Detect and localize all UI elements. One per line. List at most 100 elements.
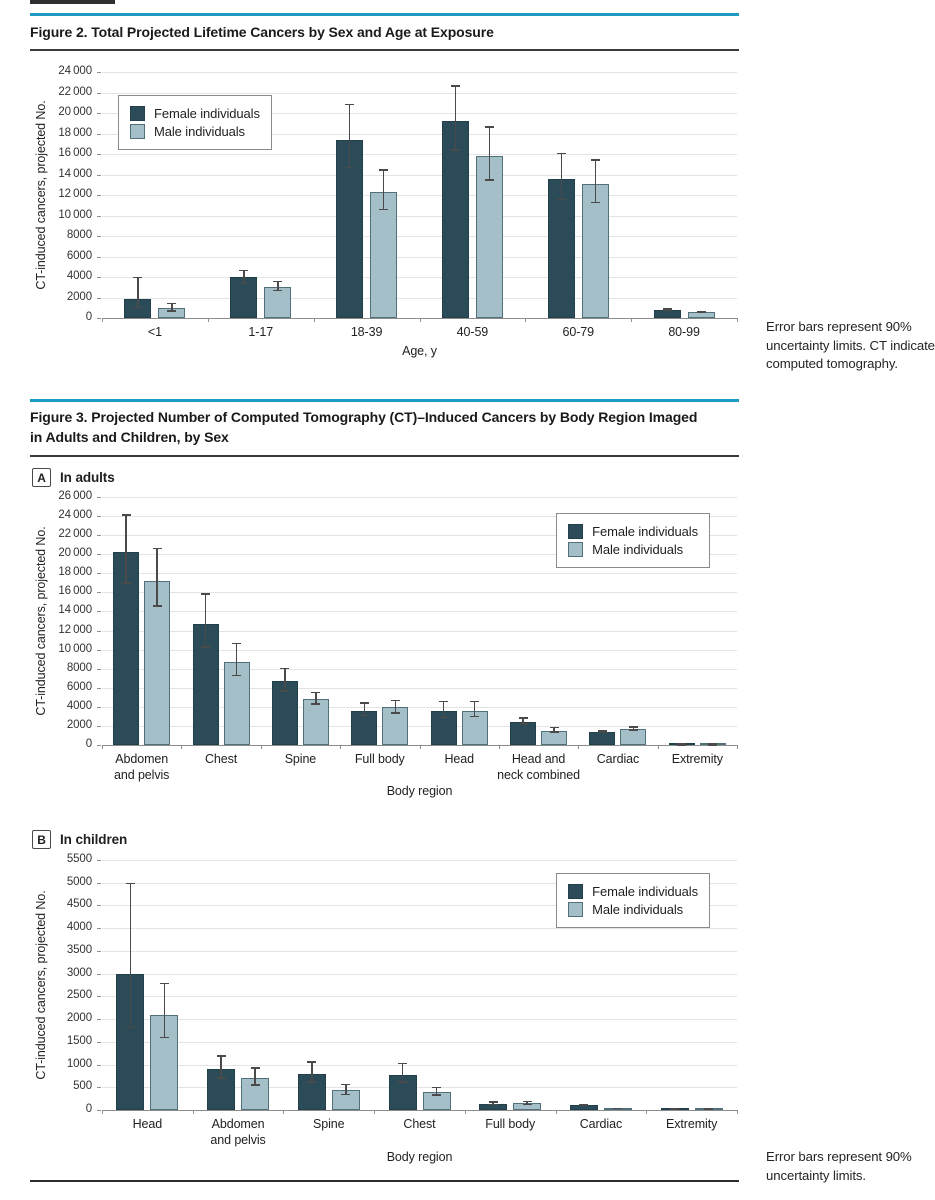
error-bar-cap: [152, 605, 162, 607]
y-tick-mark: [97, 1041, 101, 1043]
figure2-title: Figure 2. Total Projected Lifetime Cance…: [30, 24, 494, 40]
error-bar-cap: [518, 717, 528, 719]
x-tick-mark: [737, 1110, 738, 1114]
y-tick-mark: [97, 706, 101, 708]
bar-male-4: [475, 156, 503, 318]
x-tick-mark: [181, 745, 183, 749]
error-bar-cap: [484, 179, 494, 181]
bar-male-3: [370, 191, 398, 318]
y-tick-mark: [97, 92, 101, 94]
gridline: [102, 860, 737, 861]
x-tick-mark: [657, 745, 659, 749]
y-tick-label: 16 000: [58, 147, 92, 159]
gridline: [102, 1019, 737, 1021]
bar-female-4: [351, 710, 378, 745]
gridline: [102, 297, 737, 299]
y-tick-label: 5000: [66, 875, 92, 888]
error-bar: [220, 1055, 222, 1079]
y-tick-label: 2500: [66, 989, 92, 1002]
error-bar-cap: [522, 1103, 532, 1105]
error-bar-cap: [470, 700, 480, 703]
y-tick-mark: [97, 113, 101, 114]
x-tick-mark: [283, 1110, 285, 1114]
error-bar-cap: [662, 308, 672, 310]
panel-a-title: In adults: [60, 470, 115, 485]
error-bar: [526, 1100, 528, 1105]
bar-male-2: [223, 662, 250, 745]
error-bar-cap: [159, 1036, 169, 1039]
y-tick-label: 2000: [66, 718, 92, 731]
plot-area: 0 2000 4000 6000 8000 10 000 12 000 14 000 16 00…: [58, 490, 738, 798]
y-tick-label: 4000: [66, 921, 92, 934]
error-bar: [163, 982, 166, 1039]
gridline: [102, 706, 737, 708]
y-tick-mark: [97, 215, 101, 217]
gridline: [102, 1087, 737, 1089]
error-bar-cap: [590, 201, 600, 204]
figure3-caption-line: uncertainty limits.: [766, 1167, 866, 1183]
x-tick-mark: [498, 745, 500, 749]
y-tick-mark: [97, 882, 101, 884]
error-bar-cap: [167, 302, 177, 305]
y-tick-label: 6000: [66, 680, 92, 693]
error-bar-cap: [125, 882, 135, 885]
error-bar-cap: [439, 700, 449, 703]
figure2-bar-chart: 0 2000 4000 6000 8000 10 000 12 000 14 000 16 00…: [30, 60, 739, 360]
y-tick-label: 8000: [66, 661, 92, 674]
gridline: [102, 154, 737, 155]
y-tick-mark: [97, 950, 101, 952]
figure2-caption: Error bars represent 90% uncertainty lim…: [766, 318, 935, 374]
x-tick-label: Head: [444, 752, 474, 766]
error-bar-cap: [133, 276, 143, 278]
y-tick-label: 20 000: [58, 547, 92, 560]
error-bar-cap: [518, 723, 528, 725]
error-bar: [204, 593, 207, 648]
legend-row: Female individuals: [568, 524, 698, 539]
y-axis-title: CT-induced cancers, projected No.: [34, 890, 48, 1080]
x-tick-label: Cardiac: [596, 752, 640, 766]
x-tick-mark: [313, 318, 315, 322]
error-bar-cap: [696, 311, 706, 313]
gridline: [102, 630, 737, 632]
error-bar-cap: [345, 166, 355, 169]
female-legend-swatch: [130, 106, 145, 121]
bar-female-7: [589, 731, 616, 745]
legend-box: Female individuals Male individuals: [118, 95, 272, 150]
bar-male-2: [264, 287, 292, 318]
error-bar-cap: [613, 1107, 623, 1110]
gridline: [102, 72, 737, 73]
error-bar-cap: [662, 309, 672, 312]
figure2-title-rule: [30, 49, 739, 51]
error-bar-cap: [239, 282, 249, 285]
error-bar-cap: [484, 126, 494, 128]
error-bar-cap: [488, 1101, 498, 1103]
x-axis-title: Age, y: [402, 344, 437, 358]
y-tick-mark: [97, 154, 101, 155]
y-tick-mark: [97, 72, 101, 73]
legend-label: Female individuals: [592, 884, 698, 899]
y-tick-mark: [97, 1064, 101, 1066]
gridline: [102, 928, 737, 930]
error-bar-cap: [470, 715, 480, 718]
figure3-title-line1: Figure 3. Projected Number of Computed T…: [30, 409, 698, 425]
error-bar-cap: [390, 699, 400, 702]
error-bar: [363, 702, 366, 717]
y-tick-label: 22 000: [58, 528, 92, 541]
x-tick-label: Full body: [354, 752, 405, 766]
y-tick-label: 12 000: [58, 188, 92, 200]
y-tick-label: 26 000: [58, 490, 92, 502]
x-tick-mark: [260, 745, 262, 749]
error-bar-cap: [439, 716, 449, 719]
x-tick-label: Head: [132, 1117, 163, 1131]
error-bar-cap: [359, 714, 369, 717]
x-tick-label: <1: [147, 325, 162, 339]
y-axis-title: CT-induced cancers, projected No.: [34, 100, 48, 290]
error-bar: [254, 1067, 256, 1086]
y-tick-label: 24 000: [58, 509, 92, 522]
y-tick-mark: [97, 973, 101, 975]
error-bar-cap: [432, 1086, 441, 1089]
legend-box: Female individuals Male individuals: [556, 873, 710, 928]
error-bar: [235, 642, 238, 677]
error-bar-cap: [307, 1061, 317, 1063]
plot-area: 0 500 1000 1500 2000 2500 3000 3500 4000 4500 5000…: [67, 853, 738, 1164]
